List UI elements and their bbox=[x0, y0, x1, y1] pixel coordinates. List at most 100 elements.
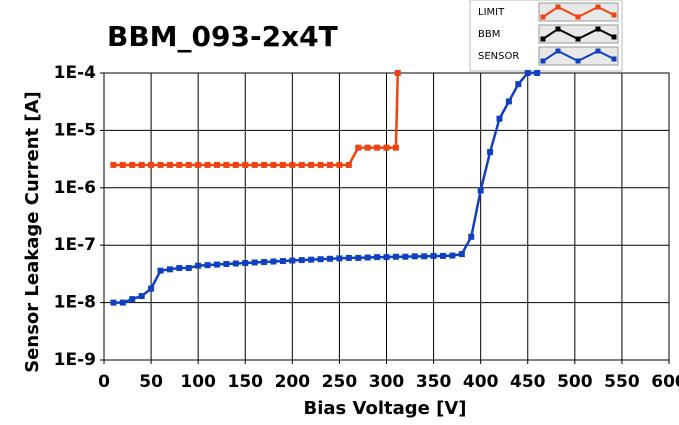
data-point bbox=[157, 161, 164, 168]
chart-title: BBM_093-2x4T bbox=[107, 20, 338, 53]
data-point bbox=[195, 161, 202, 168]
data-point bbox=[129, 161, 136, 168]
legend-marker bbox=[555, 4, 561, 10]
data-point bbox=[289, 161, 296, 168]
data-point bbox=[298, 257, 305, 264]
legend-marker bbox=[575, 14, 581, 20]
y-tick-label: 1E-8 bbox=[54, 293, 96, 313]
data-point bbox=[392, 144, 399, 151]
data-point bbox=[421, 253, 428, 260]
data-point bbox=[279, 161, 286, 168]
legend-marker bbox=[540, 58, 546, 64]
data-point bbox=[138, 161, 145, 168]
x-tick-label: 600 bbox=[651, 372, 679, 392]
data-point bbox=[308, 256, 315, 263]
data-point bbox=[477, 187, 484, 194]
data-point bbox=[458, 251, 465, 258]
data-point bbox=[204, 161, 211, 168]
data-point bbox=[261, 161, 268, 168]
data-point bbox=[223, 261, 230, 268]
x-tick-label: 0 bbox=[98, 372, 110, 392]
data-point bbox=[251, 259, 258, 266]
data-point bbox=[327, 161, 333, 168]
data-point bbox=[345, 161, 352, 168]
data-point bbox=[374, 254, 381, 261]
data-point bbox=[242, 259, 249, 266]
data-point bbox=[110, 299, 117, 306]
y-tick-label: 1E-7 bbox=[54, 235, 96, 255]
data-point bbox=[364, 144, 371, 151]
data-point bbox=[110, 161, 117, 168]
legend-marker bbox=[595, 26, 601, 32]
data-point bbox=[223, 161, 230, 168]
legend-marker bbox=[611, 12, 617, 18]
data-point bbox=[355, 254, 362, 261]
x-tick-label: 250 bbox=[322, 372, 358, 392]
data-point bbox=[119, 299, 126, 306]
x-tick-label: 350 bbox=[416, 372, 452, 392]
legend-marker bbox=[595, 4, 601, 10]
data-point bbox=[383, 254, 390, 261]
data-point bbox=[166, 266, 173, 273]
data-point bbox=[148, 285, 155, 292]
data-point bbox=[345, 254, 352, 261]
data-point bbox=[524, 70, 531, 76]
data-point bbox=[176, 265, 183, 272]
legend-marker bbox=[555, 26, 561, 32]
legend-marker bbox=[575, 36, 581, 42]
data-point bbox=[402, 253, 409, 260]
y-axis-label: Sensor Leakage Current [A] bbox=[22, 91, 43, 373]
data-point bbox=[327, 255, 333, 262]
data-point bbox=[411, 253, 418, 260]
legend-marker bbox=[595, 48, 601, 54]
data-point bbox=[496, 115, 503, 122]
data-point bbox=[185, 161, 192, 168]
x-axis-label: Bias Voltage [V] bbox=[304, 398, 467, 419]
data-point bbox=[336, 161, 343, 168]
data-point bbox=[364, 254, 371, 261]
data-point bbox=[279, 258, 286, 265]
data-point bbox=[242, 161, 249, 168]
x-tick-label: 500 bbox=[557, 372, 593, 392]
data-point bbox=[270, 161, 277, 168]
data-point bbox=[468, 233, 475, 240]
legend-label: LIMIT bbox=[478, 7, 505, 18]
data-point bbox=[430, 252, 437, 259]
y-tick-label: 1E-9 bbox=[54, 350, 96, 370]
legend-marker bbox=[611, 34, 617, 40]
data-point bbox=[119, 161, 126, 168]
data-point bbox=[336, 255, 343, 262]
series-line bbox=[113, 71, 538, 304]
legend-label: SENSOR bbox=[478, 51, 519, 62]
data-point bbox=[166, 161, 173, 168]
legend-label: BBM bbox=[478, 29, 500, 40]
x-tick-label: 400 bbox=[463, 372, 499, 392]
legend-marker bbox=[555, 48, 561, 54]
x-tick-label: 150 bbox=[228, 372, 264, 392]
data-point bbox=[185, 265, 192, 272]
data-point bbox=[515, 81, 522, 88]
data-point bbox=[487, 149, 494, 156]
data-point bbox=[148, 161, 155, 168]
x-tick-label: 300 bbox=[369, 372, 405, 392]
x-tick-label: 200 bbox=[275, 372, 311, 392]
data-point bbox=[195, 262, 202, 269]
x-tick-label: 550 bbox=[604, 372, 640, 392]
data-point bbox=[157, 267, 164, 274]
data-point bbox=[383, 144, 390, 151]
data-point bbox=[298, 161, 305, 168]
y-tick-label: 1E-4 bbox=[54, 63, 96, 83]
data-point bbox=[138, 293, 145, 300]
y-tick-label: 1E-5 bbox=[54, 120, 96, 140]
data-point bbox=[251, 161, 258, 168]
data-point bbox=[176, 161, 183, 168]
data-point bbox=[317, 161, 324, 168]
data-point bbox=[505, 98, 512, 105]
x-tick-label: 50 bbox=[139, 372, 163, 392]
data-point bbox=[449, 252, 456, 259]
data-point bbox=[374, 144, 381, 151]
data-point bbox=[289, 257, 296, 264]
y-tick-label: 1E-6 bbox=[54, 178, 96, 198]
